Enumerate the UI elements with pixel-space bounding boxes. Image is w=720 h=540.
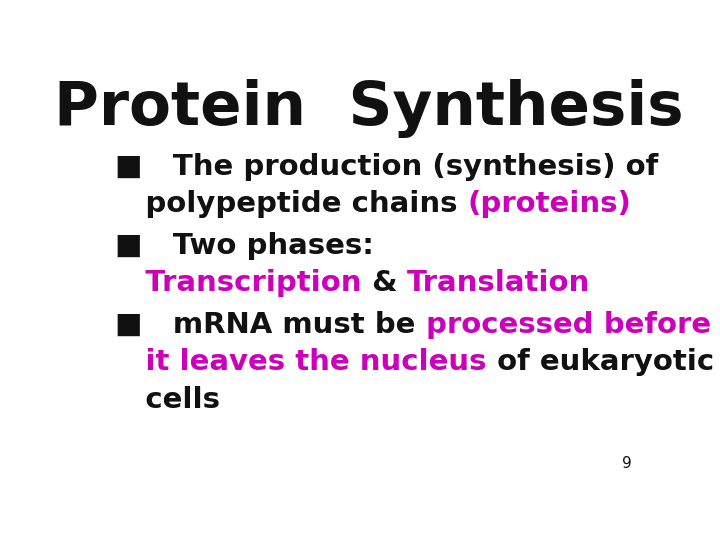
Text: &: & (361, 269, 408, 297)
Text: it leaves the nucleus: it leaves the nucleus (115, 348, 487, 376)
Text: (proteins): (proteins) (468, 190, 631, 218)
Text: polypeptide chains: polypeptide chains (115, 190, 468, 218)
Text: Translation: Translation (408, 269, 590, 297)
Text: cells: cells (115, 386, 220, 414)
Text: ■   Two phases:: ■ Two phases: (115, 232, 374, 260)
Text: ■   mRNA must be: ■ mRNA must be (115, 310, 426, 339)
Text: of eukaryotic: of eukaryotic (487, 348, 714, 376)
Text: 9: 9 (621, 456, 631, 471)
Text: Transcription: Transcription (115, 269, 361, 297)
Text: processed before: processed before (426, 310, 711, 339)
Text: Protein  Synthesis: Protein Synthesis (54, 79, 684, 138)
Text: ■   The production (synthesis) of: ■ The production (synthesis) of (115, 153, 658, 181)
